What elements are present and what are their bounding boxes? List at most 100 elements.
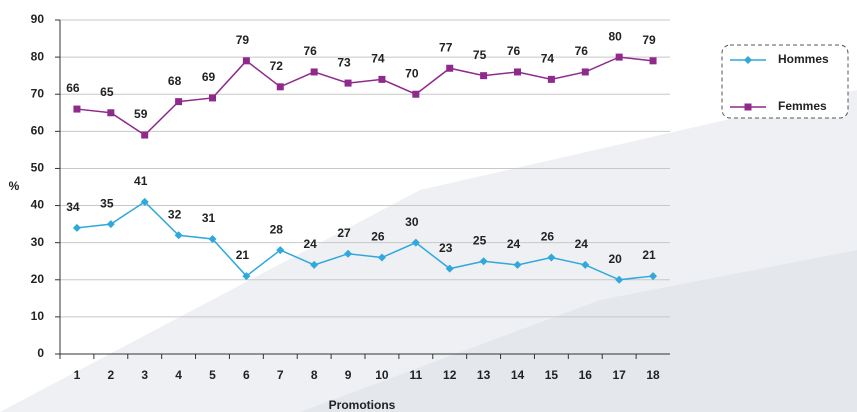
- marker: [446, 64, 454, 72]
- marker: [480, 72, 488, 80]
- data-label: 21: [236, 248, 250, 262]
- x-tick-label: 8: [311, 368, 318, 382]
- data-label: 35: [100, 196, 114, 210]
- x-tick-label: 15: [545, 368, 559, 382]
- data-label: 31: [202, 211, 216, 225]
- x-tick-label: 5: [209, 368, 216, 382]
- data-label: 79: [642, 33, 656, 47]
- marker: [744, 103, 752, 111]
- data-label: 73: [337, 55, 351, 69]
- marker: [547, 75, 555, 83]
- data-label: 66: [66, 81, 80, 95]
- data-label: 23: [439, 241, 453, 255]
- marker: [411, 238, 420, 247]
- x-tick-label: 1: [74, 368, 81, 382]
- marker: [412, 90, 420, 98]
- x-tick-label: 16: [579, 368, 593, 382]
- data-label: 24: [507, 237, 521, 251]
- marker: [377, 253, 386, 262]
- legend-label: Hommes: [778, 52, 829, 66]
- data-label: 76: [507, 44, 521, 58]
- data-label: 74: [541, 52, 555, 66]
- marker: [276, 246, 285, 255]
- data-label: 26: [371, 230, 385, 244]
- y-tick-label: 0: [37, 346, 44, 360]
- marker: [310, 260, 319, 269]
- data-label: 32: [168, 207, 182, 221]
- data-label: 77: [439, 40, 453, 54]
- marker: [209, 94, 216, 102]
- data-label: 72: [270, 59, 284, 73]
- data-label: 21: [642, 248, 656, 262]
- background-shape: [300, 250, 857, 412]
- data-label: 24: [575, 237, 589, 251]
- y-tick-label: 70: [31, 86, 45, 100]
- x-tick-label: 11: [409, 368, 422, 382]
- marker: [141, 131, 149, 139]
- x-tick-label: 10: [375, 368, 389, 382]
- x-tick-label: 14: [511, 368, 525, 382]
- data-label: 30: [405, 215, 419, 229]
- data-label: 69: [202, 70, 216, 84]
- series-line: [76, 56, 654, 137]
- legend-label: Femmes: [778, 99, 827, 113]
- x-tick-label: 18: [646, 368, 660, 382]
- x-tick-label: 2: [107, 368, 114, 382]
- x-tick-label: 13: [477, 368, 491, 382]
- marker: [344, 249, 353, 258]
- y-axis-label: %: [9, 179, 20, 193]
- data-label: 70: [405, 66, 419, 80]
- y-tick-label: 30: [31, 235, 45, 249]
- marker: [479, 257, 488, 266]
- marker: [615, 53, 623, 61]
- marker: [106, 220, 115, 229]
- marker: [744, 56, 752, 64]
- y-tick-label: 50: [31, 161, 45, 175]
- x-tick-label: 4: [175, 368, 182, 382]
- marker: [208, 234, 217, 243]
- x-tick-label: 17: [612, 368, 626, 382]
- x-tick-label: 9: [345, 368, 352, 382]
- data-label: 34: [66, 200, 80, 214]
- data-label: 41: [134, 174, 148, 188]
- marker: [615, 275, 624, 284]
- data-label: 24: [303, 237, 317, 251]
- marker: [547, 253, 556, 262]
- marker: [242, 57, 250, 65]
- y-tick-label: 60: [31, 124, 45, 138]
- data-label: 26: [541, 230, 555, 244]
- x-tick-label: 3: [141, 368, 148, 382]
- y-tick-label: 40: [31, 198, 45, 212]
- data-label: 76: [575, 44, 589, 58]
- marker: [514, 68, 521, 76]
- marker: [276, 83, 284, 91]
- data-label: 28: [270, 222, 284, 236]
- y-tick-label: 80: [31, 49, 45, 63]
- y-tick-label: 10: [31, 309, 45, 323]
- marker: [242, 272, 251, 281]
- marker: [140, 197, 149, 206]
- marker: [174, 231, 183, 240]
- data-label: 25: [473, 233, 487, 247]
- x-axis-label: Promotions: [329, 398, 396, 412]
- data-label: 59: [134, 107, 148, 121]
- y-tick-label: 20: [31, 272, 45, 286]
- x-tick-label: 12: [443, 368, 457, 382]
- marker: [175, 98, 183, 106]
- marker: [649, 272, 658, 281]
- data-label: 75: [473, 48, 487, 62]
- x-tick-label: 6: [243, 368, 250, 382]
- marker: [344, 79, 352, 87]
- series-line: [76, 200, 654, 281]
- marker: [73, 105, 81, 113]
- data-label: 74: [371, 52, 385, 66]
- data-label: 65: [100, 85, 114, 99]
- y-tick-label: 90: [31, 12, 45, 26]
- legend-box: [721, 44, 849, 119]
- data-label: 20: [608, 252, 622, 266]
- marker: [378, 75, 386, 83]
- marker: [513, 260, 522, 269]
- data-label: 27: [337, 226, 351, 240]
- data-label: 80: [608, 29, 622, 43]
